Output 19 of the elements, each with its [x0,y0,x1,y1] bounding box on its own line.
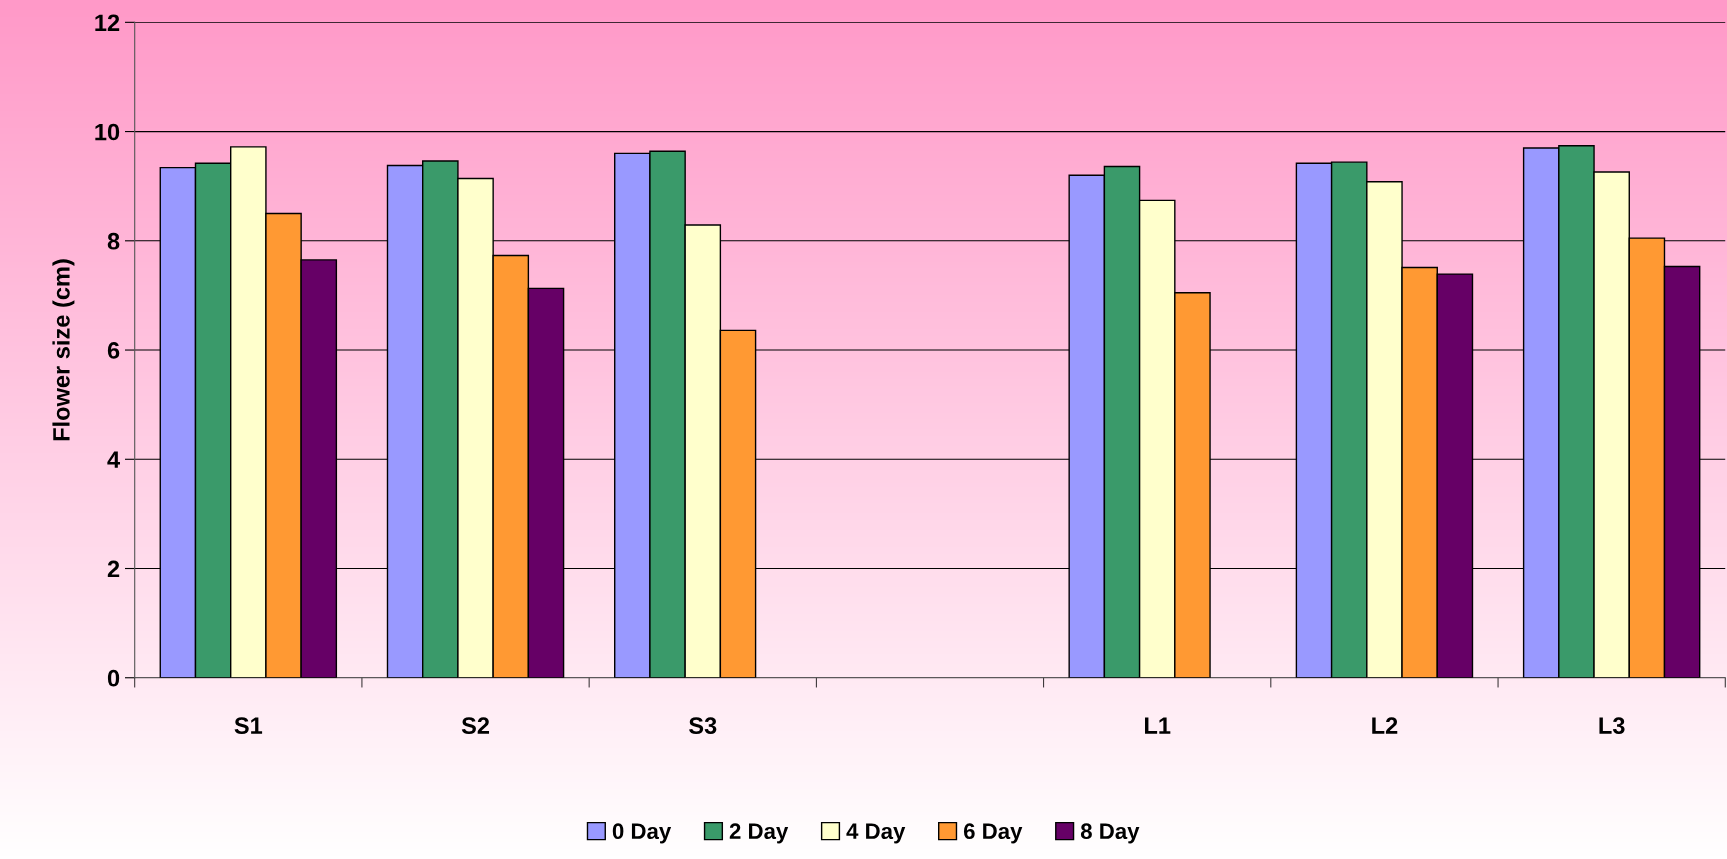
y-tick-label: 4 [107,451,120,468]
y-axis-title: Flower size (cm) [52,259,75,441]
y-tick-label: 2 [107,560,120,578]
legend-label: 2 Day [729,823,789,844]
legend-label: 6 Day [963,823,1023,844]
y-tick-label: 8 [107,232,120,250]
legend-label: 0 Day [612,823,672,844]
x-tick-label: S1 [234,717,263,734]
legend-label: 8 Day [1080,823,1140,844]
y-tick-label: 6 [107,342,120,359]
y-tick-label: 12 [95,14,120,31]
x-tick-label: L1 [1145,717,1171,734]
x-tick-label: S3 [689,717,717,735]
x-tick-label: L2 [1372,717,1398,734]
x-tick-label: L3 [1599,717,1625,735]
y-tick-label: 0 [107,669,120,687]
y-tick-label: 10 [95,123,120,141]
legend-label: 4 Day [846,823,906,844]
x-tick-label: S2 [461,717,490,734]
